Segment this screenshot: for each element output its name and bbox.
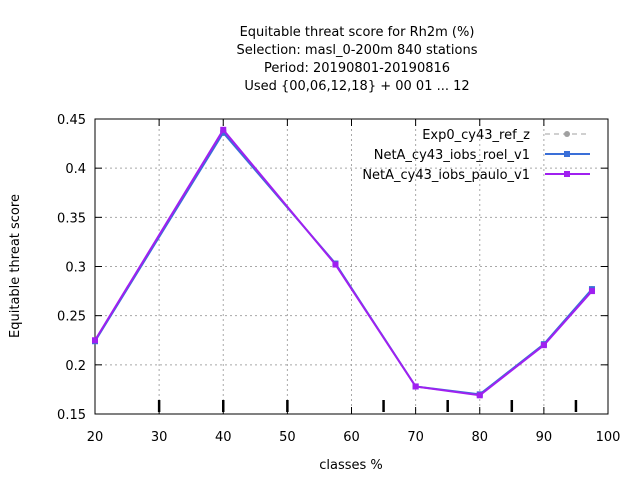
y-tick-label: 0.4 — [65, 162, 86, 177]
y-axis-label: Equitable threat score — [8, 194, 23, 338]
y-tick-label: 0.35 — [57, 211, 86, 226]
data-point — [412, 383, 419, 390]
y-tick-label: 0.2 — [65, 359, 86, 374]
y-tick-label: 0.45 — [57, 113, 86, 128]
legend-swatch-marker — [564, 171, 570, 177]
data-point — [332, 261, 339, 268]
title-line-1: Equitable threat score for Rh2m (%) — [240, 25, 475, 40]
y-tick-label: 0.3 — [65, 261, 86, 276]
axis-ticks: 0.15 0.2 0.25 0.3 0.35 0.4 0.45 20 30 40 50 60 70 80 9… — [57, 113, 620, 445]
x-tick-label: 60 — [343, 430, 360, 445]
x-tick-label: 30 — [151, 430, 168, 445]
x-axis-label: classes % — [319, 458, 383, 473]
data-point — [220, 126, 227, 133]
y-tick-label: 0.25 — [57, 310, 86, 325]
x-tick-label: 80 — [471, 430, 488, 445]
x-tick-label: 20 — [87, 430, 104, 445]
legend-label: NetA_cy43_iobs_paulo_v1 — [362, 168, 530, 183]
legend-swatch-marker — [564, 151, 570, 157]
legend: Exp0_cy43_ref_z NetA_cy43_iobs_roel_v1 Net… — [362, 128, 590, 183]
title-line-3: Period: 20190801-20190816 — [264, 61, 450, 76]
data-point — [92, 337, 98, 344]
legend-label: Exp0_cy43_ref_z — [422, 128, 530, 143]
data-point — [476, 392, 483, 399]
series-3 — [92, 126, 595, 399]
title-line-4: Used {00,06,12,18} + 00 01 ... 12 — [244, 79, 469, 94]
legend-label: NetA_cy43_iobs_roel_v1 — [374, 148, 530, 163]
x-tick-label: 50 — [279, 430, 296, 445]
grid-lines — [95, 119, 608, 414]
data-point — [540, 342, 547, 349]
y-tick-label: 0.15 — [57, 408, 86, 423]
class-marks — [157, 400, 578, 412]
data-point — [588, 288, 595, 295]
x-tick-label: 90 — [536, 430, 553, 445]
series-lines — [92, 126, 595, 399]
x-tick-label: 40 — [215, 430, 232, 445]
chart-title: Equitable threat score for Rh2m (%) Sele… — [237, 25, 478, 94]
x-tick-label: 100 — [596, 430, 621, 445]
legend-swatch-marker — [564, 131, 570, 137]
title-line-2: Selection: masl_0-200m 840 stations — [237, 43, 478, 58]
x-tick-label: 70 — [407, 430, 424, 445]
